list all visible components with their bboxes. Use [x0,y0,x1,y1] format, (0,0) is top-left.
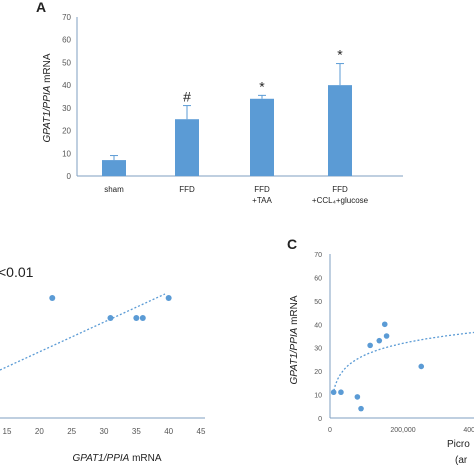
panel-a-y-label-unit: mRNA [42,53,53,86]
panel-a-label: A [36,0,46,15]
panel-a-y-tick-30: 30 [62,104,71,113]
significance-mark-1: # [183,89,191,105]
panel-c-point-2 [354,394,361,400]
panel-c-y-tick-0: 0 [318,416,322,423]
panel-c-point-3 [358,405,364,412]
panel-c-y-tick-30: 30 [314,346,322,353]
panel-c-point-8 [418,363,425,370]
panel-b: <0.01 15 20 25 30 35 40 45 GPAT1/PPIA mRNA [0,264,206,464]
panel-b-x-tick-15: 15 [3,427,12,436]
category-label-2-0: FFD [254,185,270,194]
panel-b-x-tick-30: 30 [100,427,109,436]
panel-b-x-tick-20: 20 [35,427,44,436]
category-label-3-0: FFD [332,185,348,194]
panel-c-point-1 [338,389,344,396]
panel-c-x-label: Picro [447,439,470,450]
panel-a-y-tick-50: 50 [62,58,71,67]
panel-a-y-tick-60: 60 [62,36,71,45]
panel-c-x-label-line2: (ar [455,455,468,466]
panel-b-stat: <0.01 [0,264,34,280]
panel-c-y-tick-20: 20 [314,369,322,376]
panel-a-categories: sham FFD FFD +TAA FFD +CCL₄+glucose [104,185,368,205]
panel-b-x-label-unit: mRNA [129,453,162,464]
panel-b-x-label-gene: GPAT1/PPIA [72,453,129,464]
panel-c-x-tick-1: 200,000 [390,427,415,434]
panel-c-point-4 [367,342,373,349]
panel-b-trendline [0,293,166,371]
panel-a-y-ticks: 0 10 20 30 40 50 60 70 [62,13,71,181]
panel-a-y-label: GPAT1/PPIA mRNA [42,53,53,142]
panel-a: A 0 10 20 30 40 50 60 70 # * * sham FFD FFD +TAA FFD +… [36,0,403,205]
panel-b-points [49,295,172,321]
bar-2 [250,98,274,176]
panel-c-point-5 [376,337,383,344]
panel-b-x-tick-40: 40 [164,427,173,436]
category-label-1-0: FFD [179,185,195,194]
panel-b-x-ticks: 15 20 25 30 35 40 45 [3,427,206,436]
bar-1 [175,119,199,176]
panel-a-y-tick-20: 20 [62,127,71,136]
panel-b-x-tick-35: 35 [132,427,141,436]
panel-c-points [330,321,425,412]
panel-c-y-tick-70: 70 [314,252,322,259]
panel-a-y-tick-10: 10 [62,149,71,158]
bar-0 [102,160,126,176]
panel-c-y-label: GPAT1/PPIA mRNA [289,295,300,384]
panel-a-y-tick-0: 0 [67,172,72,181]
panel-a-bars: # * * [102,47,352,176]
panel-c-y-label-unit: mRNA [289,295,300,328]
panel-c-y-tick-60: 60 [314,275,322,282]
panel-c-y-ticks: 0 10 20 30 40 50 60 70 [314,252,322,423]
panel-a-y-tick-70: 70 [62,13,71,22]
panel-c-point-0 [330,389,337,396]
category-label-3-1: +CCL₄+glucose [312,196,369,205]
category-label-2-1: +TAA [252,196,272,205]
panel-c-x-tick-2: 400,000 [463,427,474,434]
panel-b-x-tick-45: 45 [197,427,206,436]
panel-c-label: C [287,236,297,252]
panel-a-y-tick-40: 40 [62,81,71,90]
significance-mark-3: * [337,47,343,63]
panel-c-y-label-gene: GPAT1/PPIA [289,327,300,384]
panel-c-y-tick-40: 40 [314,322,322,329]
panel-c-y-tick-50: 50 [314,299,322,306]
category-label-0-0: sham [104,185,124,194]
panel-b-point-2 [133,315,140,321]
panel-c-x-tick-0: 0 [328,427,332,434]
bar-3 [328,85,352,176]
panel-c-point-7 [381,321,388,328]
panel-b-point-1 [107,315,114,321]
panel-a-y-label-gene: GPAT1/PPIA [42,85,53,142]
panel-b-point-4 [165,295,172,301]
panel-c-y-tick-10: 10 [314,393,322,400]
panel-b-point-3 [139,315,146,321]
panel-c-trendline [332,331,474,395]
panel-b-x-label: GPAT1/PPIA mRNA [72,453,161,464]
significance-mark-2: * [259,78,265,94]
panel-c-point-6 [383,333,390,339]
panel-b-point-0 [49,295,56,301]
panel-b-x-tick-25: 25 [67,427,76,436]
